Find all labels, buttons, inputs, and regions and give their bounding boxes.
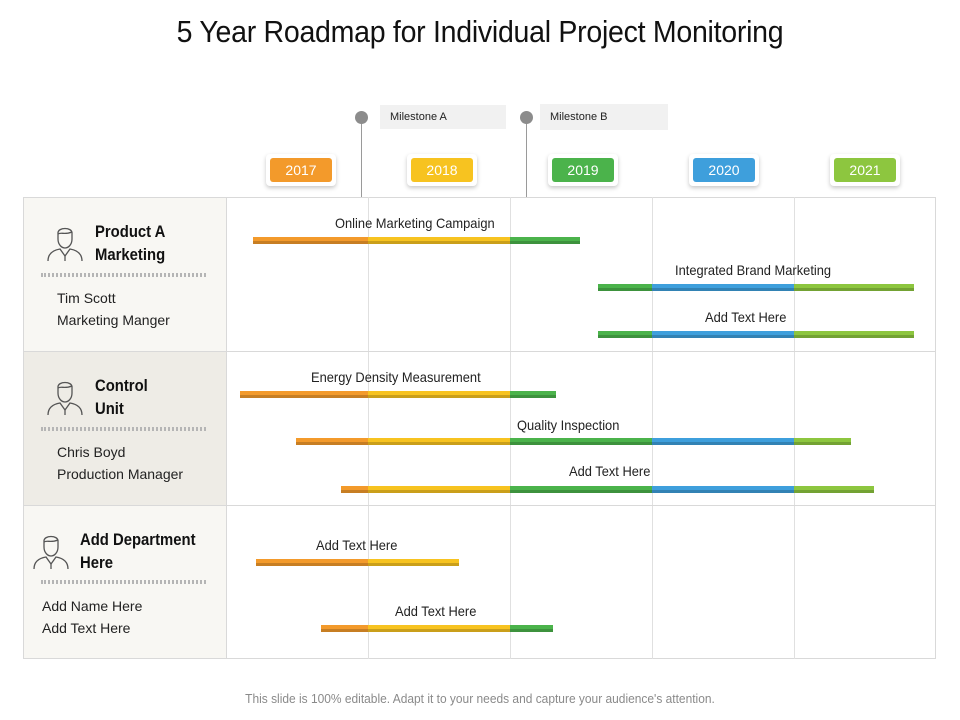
row-separator bbox=[41, 427, 206, 431]
year-label: 2019 bbox=[552, 158, 614, 182]
department-line: Unit bbox=[95, 400, 124, 418]
bar-segment bbox=[510, 391, 556, 398]
bar-segment bbox=[598, 284, 652, 291]
bar-segment bbox=[794, 486, 874, 493]
grid-column-divider bbox=[794, 197, 795, 659]
grid-column-divider bbox=[510, 197, 511, 659]
bar-segment bbox=[652, 331, 794, 338]
grid-column-divider bbox=[652, 197, 653, 659]
bar-segment bbox=[510, 625, 553, 632]
milestone-a-line bbox=[361, 120, 362, 198]
task-label: Quality Inspection bbox=[517, 417, 620, 433]
bar-segment bbox=[652, 284, 794, 291]
bar-segment bbox=[652, 486, 794, 493]
person-name: Chris Boyd bbox=[57, 444, 126, 460]
task-label: Add Text Here bbox=[705, 309, 787, 325]
bar-segment bbox=[368, 237, 510, 244]
department-line: Add Department bbox=[80, 531, 196, 549]
person-role: Production Manager bbox=[57, 466, 184, 482]
grid-row-divider bbox=[23, 351, 936, 352]
person-info: Add Name Here Add Text Here bbox=[42, 595, 142, 639]
roadmap-grid bbox=[23, 197, 936, 659]
page-title: 5 Year Roadmap for Individual Project Mo… bbox=[176, 14, 784, 49]
person-icon bbox=[33, 535, 69, 570]
year-label: 2017 bbox=[270, 158, 332, 182]
bar-segment bbox=[794, 438, 851, 445]
bar-segment bbox=[368, 625, 510, 632]
bar-segment bbox=[296, 438, 368, 445]
department-line: Marketing bbox=[95, 246, 166, 264]
task-label: Add Text Here bbox=[395, 603, 477, 619]
person-name: Add Name Here bbox=[42, 598, 143, 614]
person-info: Chris Boyd Production Manager bbox=[57, 441, 183, 485]
person-info: Tim Scott Marketing Manger bbox=[57, 287, 170, 331]
year-tab-2018: 2018 bbox=[407, 154, 477, 186]
bar-segment bbox=[794, 331, 914, 338]
department-name: Control Unit bbox=[95, 375, 148, 421]
bar-segment bbox=[321, 625, 368, 632]
person-name: Tim Scott bbox=[57, 290, 116, 306]
year-tab-2020: 2020 bbox=[689, 154, 759, 186]
row-separator bbox=[41, 580, 206, 584]
task-label: Integrated Brand Marketing bbox=[675, 262, 832, 278]
bar-segment bbox=[510, 486, 652, 493]
row-separator bbox=[41, 273, 206, 277]
person-icon bbox=[47, 381, 83, 416]
task-label: Add Text Here bbox=[569, 463, 651, 479]
task-label: Online Marketing Campaign bbox=[335, 215, 495, 231]
year-tab-2019: 2019 bbox=[548, 154, 618, 186]
milestone-b-line bbox=[526, 120, 527, 198]
grid-column-divider bbox=[368, 197, 369, 659]
bar-segment bbox=[240, 391, 368, 398]
bar-segment bbox=[368, 559, 459, 566]
year-label: 2018 bbox=[411, 158, 473, 182]
grid-row-divider bbox=[23, 505, 936, 506]
bar-segment bbox=[253, 237, 368, 244]
bar-segment bbox=[368, 486, 510, 493]
year-label: 2020 bbox=[693, 158, 755, 182]
task-label: Energy Density Measurement bbox=[311, 369, 481, 385]
milestone-a-label: Milestone A bbox=[380, 105, 506, 129]
year-label: 2021 bbox=[834, 158, 896, 182]
milestone-b-label: Milestone B bbox=[540, 104, 668, 130]
bar-segment bbox=[368, 391, 510, 398]
bar-segment bbox=[598, 331, 652, 338]
bar-segment bbox=[794, 284, 914, 291]
department-name: Add Department Here bbox=[80, 529, 196, 575]
person-icon bbox=[47, 227, 83, 262]
task-label: Add Text Here bbox=[316, 537, 398, 553]
milestone-b-dot bbox=[520, 111, 533, 124]
bar-segment bbox=[368, 438, 510, 445]
grid-column-divider bbox=[226, 197, 227, 659]
footer-note: This slide is 100% editable. Adapt it to… bbox=[245, 691, 715, 706]
bar-segment bbox=[256, 559, 368, 566]
year-tab-2017: 2017 bbox=[266, 154, 336, 186]
person-role: Marketing Manger bbox=[57, 312, 170, 328]
department-name: Product A Marketing bbox=[95, 221, 165, 267]
bar-segment bbox=[341, 486, 368, 493]
department-line: Product A bbox=[95, 223, 166, 241]
bar-segment bbox=[652, 438, 794, 445]
person-role: Add Text Here bbox=[42, 620, 131, 636]
year-tab-2021: 2021 bbox=[830, 154, 900, 186]
department-line: Here bbox=[80, 554, 114, 572]
department-line: Control bbox=[95, 377, 148, 395]
milestone-a-dot bbox=[355, 111, 368, 124]
bar-segment bbox=[510, 237, 580, 244]
bar-segment bbox=[510, 438, 652, 445]
